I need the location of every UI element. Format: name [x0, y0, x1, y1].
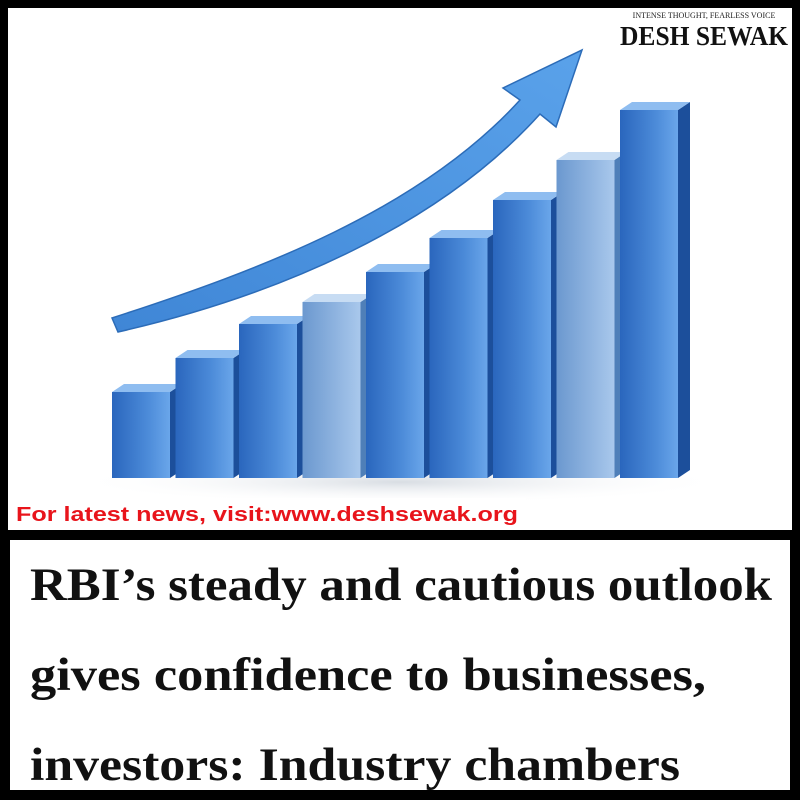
- bar-front: [239, 324, 297, 478]
- headline-line: RBI’s steady and cautious outlook: [30, 559, 773, 611]
- headline-box: [10, 540, 790, 790]
- logo-box: [615, 8, 792, 54]
- headline-line: investors: Industry chambers: [30, 739, 680, 791]
- bar-top: [112, 384, 182, 392]
- logo-tagline: INTENSE THOUGHT, FEARLESS VOICE: [633, 11, 776, 20]
- bar-front: [493, 200, 551, 478]
- bar-top: [239, 316, 309, 324]
- headline-line: gives confidence to businesses,: [30, 649, 706, 701]
- bar-top: [493, 192, 563, 200]
- bar-front: [429, 238, 488, 478]
- bar-top: [175, 350, 246, 358]
- banner-text: For latest news, visit:www.deshsewak.org: [16, 504, 518, 526]
- bar-illustration: [112, 102, 690, 478]
- bar-front: [366, 272, 424, 478]
- bar-top: [620, 102, 690, 110]
- bar-front: [112, 392, 170, 478]
- growth-arrow: [110, 48, 584, 333]
- bar-front: [302, 302, 361, 478]
- bar-top: [429, 230, 500, 238]
- bar-top: [556, 152, 627, 160]
- bar-side: [678, 102, 690, 478]
- bar-top: [302, 294, 373, 302]
- logo-name: DESH SEWAK: [620, 21, 788, 51]
- bar-top: [366, 264, 436, 272]
- bar-front: [175, 358, 234, 478]
- bar-front: [556, 160, 615, 478]
- bar-front: [620, 110, 678, 478]
- banner-box: [8, 498, 526, 528]
